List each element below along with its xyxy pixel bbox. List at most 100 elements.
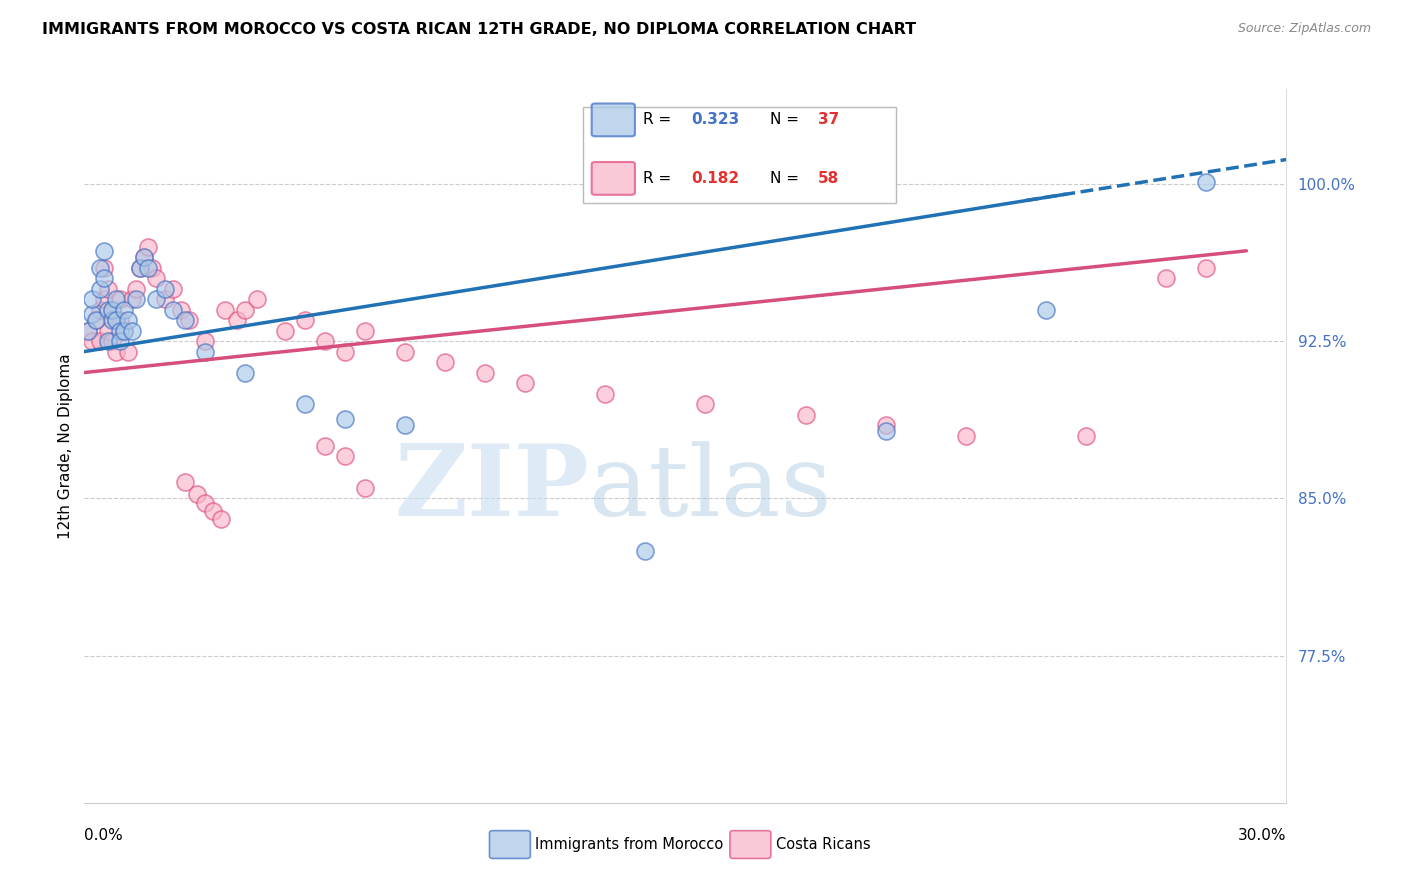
Point (110, 292, 132, 306)
Point (117, 313, 139, 327)
Point (93, 260, 115, 275)
Point (153, 292, 176, 306)
Point (333, 411, 356, 425)
Point (114, 324, 135, 338)
Text: Costa Ricans: Costa Ricans (776, 838, 870, 853)
Point (225, 313, 247, 327)
Point (134, 250, 156, 264)
Point (129, 260, 152, 275)
Point (162, 302, 184, 317)
Point (101, 334, 124, 348)
Point (1076, 428, 1098, 442)
Point (129, 260, 152, 275)
Point (121, 292, 143, 306)
Text: IMMIGRANTS FROM MOROCCO VS COSTA RICAN 12TH GRADE, NO DIPLOMA CORRELATION CHART: IMMIGRANTS FROM MOROCCO VS COSTA RICAN 1… (42, 22, 917, 37)
Point (89, 260, 111, 275)
Point (86, 313, 108, 327)
Point (173, 475, 195, 489)
Point (97, 302, 120, 317)
Text: 30.0%: 30.0% (1239, 828, 1286, 843)
Point (101, 302, 124, 317)
Point (314, 334, 336, 348)
Text: 0.0%: 0.0% (84, 828, 124, 843)
Point (186, 487, 208, 501)
Point (77, 324, 100, 338)
Point (515, 376, 537, 390)
Point (194, 344, 217, 359)
Point (145, 271, 167, 285)
Point (294, 397, 316, 411)
Point (110, 313, 132, 327)
Bar (583, 107, 896, 203)
Point (794, 408, 817, 422)
Point (105, 344, 128, 359)
Text: Source: ZipAtlas.com: Source: ZipAtlas.com (1237, 22, 1371, 36)
Y-axis label: 12th Grade, No Diploma: 12th Grade, No Diploma (58, 353, 73, 539)
FancyBboxPatch shape (592, 162, 636, 194)
Point (138, 260, 160, 275)
Text: 0.182: 0.182 (692, 171, 740, 186)
FancyBboxPatch shape (489, 830, 530, 858)
Point (695, 397, 717, 411)
Point (153, 282, 176, 296)
Point (86, 313, 108, 327)
Point (97, 324, 120, 338)
Point (82, 334, 104, 348)
Point (333, 344, 356, 359)
Point (117, 344, 139, 359)
Point (209, 512, 232, 526)
Point (101, 302, 124, 317)
Point (105, 313, 128, 327)
Point (274, 324, 297, 338)
FancyBboxPatch shape (592, 103, 636, 136)
Point (875, 425, 897, 439)
Point (434, 355, 457, 369)
Text: N =: N = (769, 112, 803, 128)
Text: ZIP: ZIP (394, 441, 589, 537)
Point (97, 334, 120, 348)
Point (333, 450, 356, 464)
Point (114, 324, 135, 338)
Point (177, 313, 200, 327)
Point (89, 334, 111, 348)
Text: R =: R = (644, 171, 676, 186)
Point (93, 271, 115, 285)
Point (114, 302, 135, 317)
Text: atlas: atlas (589, 441, 832, 537)
Point (246, 292, 269, 306)
Point (214, 302, 236, 317)
Point (1195, 175, 1218, 189)
Point (82, 307, 104, 321)
Point (233, 302, 256, 317)
Point (101, 313, 124, 327)
Point (595, 386, 617, 401)
Point (110, 334, 132, 348)
Point (89, 282, 111, 296)
Text: 0.323: 0.323 (692, 112, 740, 128)
Point (194, 496, 217, 510)
Point (105, 292, 128, 306)
Point (77, 324, 100, 338)
Point (89, 302, 111, 317)
Point (125, 292, 148, 306)
Text: 58: 58 (818, 171, 839, 186)
Point (394, 344, 416, 359)
Text: R =: R = (644, 112, 676, 128)
Point (121, 324, 143, 338)
Point (141, 260, 163, 275)
Text: 37: 37 (818, 112, 839, 128)
Point (145, 292, 167, 306)
Point (1195, 260, 1218, 275)
Point (294, 313, 316, 327)
Text: Immigrants from Morocco: Immigrants from Morocco (536, 838, 724, 853)
Point (955, 428, 977, 442)
Text: N =: N = (769, 171, 803, 186)
Point (93, 244, 115, 258)
Point (110, 324, 132, 338)
Point (634, 544, 657, 558)
Point (233, 366, 256, 380)
Point (314, 439, 336, 453)
Point (82, 292, 104, 306)
Point (1156, 271, 1178, 285)
Point (97, 282, 120, 296)
